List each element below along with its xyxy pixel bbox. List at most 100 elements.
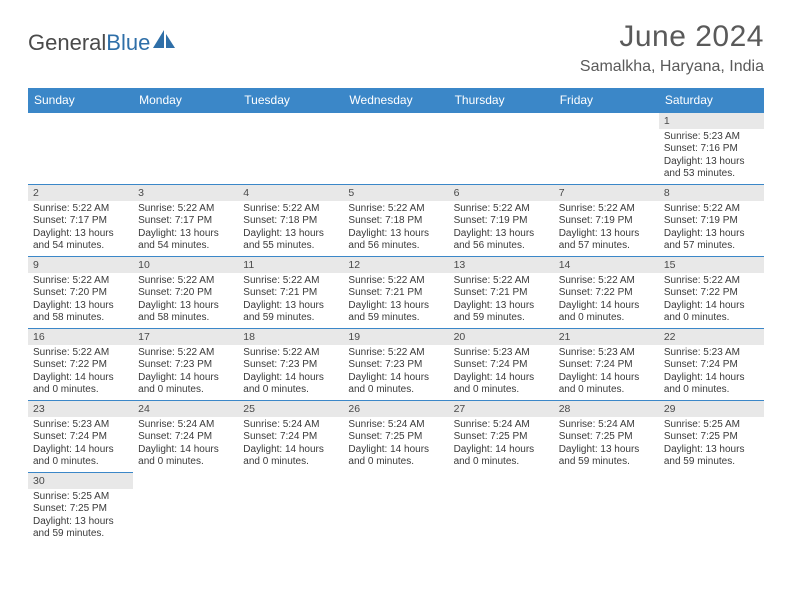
daylight-line: Daylight: 14 hours and 0 minutes. [559, 372, 654, 397]
day-number-row: 16171819202122 [28, 329, 764, 345]
daylight-line: Daylight: 13 hours and 53 minutes. [664, 156, 759, 181]
day-number-cell [133, 473, 238, 489]
sunset-line: Sunset: 7:25 PM [33, 503, 128, 516]
month-title: June 2024 [580, 20, 764, 54]
sunset-line: Sunset: 7:24 PM [454, 359, 549, 372]
day-content-cell: Sunrise: 5:22 AMSunset: 7:23 PMDaylight:… [238, 345, 343, 401]
day-content-row: Sunrise: 5:22 AMSunset: 7:22 PMDaylight:… [28, 345, 764, 401]
sunrise-line: Sunrise: 5:25 AM [33, 491, 128, 504]
weekday-header: Friday [554, 88, 659, 113]
day-content-cell [449, 129, 554, 185]
daylight-line: Daylight: 13 hours and 59 minutes. [559, 444, 654, 469]
sunset-line: Sunset: 7:24 PM [33, 431, 128, 444]
day-content-cell: Sunrise: 5:23 AMSunset: 7:24 PMDaylight:… [659, 345, 764, 401]
sunrise-line: Sunrise: 5:22 AM [33, 347, 128, 360]
day-content-row: Sunrise: 5:23 AMSunset: 7:24 PMDaylight:… [28, 417, 764, 473]
day-content-cell [28, 129, 133, 185]
weekday-header: Wednesday [343, 88, 448, 113]
day-number-row: 23242526272829 [28, 401, 764, 417]
sunset-line: Sunset: 7:24 PM [243, 431, 338, 444]
daylight-line: Daylight: 13 hours and 56 minutes. [348, 228, 443, 253]
day-number-cell [238, 113, 343, 129]
day-content-cell: Sunrise: 5:22 AMSunset: 7:21 PMDaylight:… [238, 273, 343, 329]
sunset-line: Sunset: 7:23 PM [138, 359, 233, 372]
day-number-cell: 11 [238, 257, 343, 273]
weekday-header: Thursday [449, 88, 554, 113]
day-number-row: 1 [28, 113, 764, 129]
day-content-cell: Sunrise: 5:22 AMSunset: 7:20 PMDaylight:… [28, 273, 133, 329]
day-number-cell: 3 [133, 185, 238, 201]
daylight-line: Daylight: 13 hours and 54 minutes. [138, 228, 233, 253]
day-content-cell: Sunrise: 5:23 AMSunset: 7:24 PMDaylight:… [28, 417, 133, 473]
day-number-cell [28, 113, 133, 129]
sunset-line: Sunset: 7:22 PM [33, 359, 128, 372]
day-content-cell: Sunrise: 5:22 AMSunset: 7:21 PMDaylight:… [343, 273, 448, 329]
day-content-cell: Sunrise: 5:22 AMSunset: 7:19 PMDaylight:… [554, 201, 659, 257]
sunrise-line: Sunrise: 5:22 AM [454, 203, 549, 216]
day-content-cell [133, 489, 238, 545]
day-number-cell: 13 [449, 257, 554, 273]
location: Samalkha, Haryana, India [580, 58, 764, 76]
day-content-cell [238, 129, 343, 185]
sunrise-line: Sunrise: 5:24 AM [138, 419, 233, 432]
sunset-line: Sunset: 7:25 PM [454, 431, 549, 444]
daylight-line: Daylight: 13 hours and 58 minutes. [138, 300, 233, 325]
sunset-line: Sunset: 7:20 PM [33, 287, 128, 300]
sunrise-line: Sunrise: 5:22 AM [243, 347, 338, 360]
title-block: June 2024 Samalkha, Haryana, India [580, 20, 764, 76]
sunrise-line: Sunrise: 5:22 AM [138, 347, 233, 360]
sunset-line: Sunset: 7:25 PM [348, 431, 443, 444]
day-number-cell: 14 [554, 257, 659, 273]
sunrise-line: Sunrise: 5:22 AM [138, 275, 233, 288]
day-content-row: Sunrise: 5:25 AMSunset: 7:25 PMDaylight:… [28, 489, 764, 545]
sunrise-line: Sunrise: 5:22 AM [33, 203, 128, 216]
sunset-line: Sunset: 7:20 PM [138, 287, 233, 300]
day-number-cell: 17 [133, 329, 238, 345]
weekday-header: Monday [133, 88, 238, 113]
sunrise-line: Sunrise: 5:23 AM [664, 131, 759, 144]
daylight-line: Daylight: 14 hours and 0 minutes. [559, 300, 654, 325]
daylight-line: Daylight: 13 hours and 59 minutes. [454, 300, 549, 325]
day-number-cell [554, 473, 659, 489]
day-number-cell: 12 [343, 257, 448, 273]
weekday-header: Tuesday [238, 88, 343, 113]
sunrise-line: Sunrise: 5:24 AM [243, 419, 338, 432]
day-content-cell: Sunrise: 5:24 AMSunset: 7:25 PMDaylight:… [343, 417, 448, 473]
daylight-line: Daylight: 14 hours and 0 minutes. [348, 444, 443, 469]
sunrise-line: Sunrise: 5:22 AM [664, 203, 759, 216]
day-number-cell: 18 [238, 329, 343, 345]
daylight-line: Daylight: 14 hours and 0 minutes. [138, 444, 233, 469]
day-number-cell: 16 [28, 329, 133, 345]
daylight-line: Daylight: 14 hours and 0 minutes. [454, 444, 549, 469]
logo-text: GeneralBlue [28, 30, 150, 56]
logo: GeneralBlue [28, 30, 175, 56]
daylight-line: Daylight: 14 hours and 0 minutes. [664, 372, 759, 397]
weekday-header: Saturday [659, 88, 764, 113]
sunrise-line: Sunrise: 5:23 AM [33, 419, 128, 432]
day-content-cell: Sunrise: 5:22 AMSunset: 7:17 PMDaylight:… [133, 201, 238, 257]
day-content-cell: Sunrise: 5:23 AMSunset: 7:24 PMDaylight:… [554, 345, 659, 401]
sunset-line: Sunset: 7:21 PM [243, 287, 338, 300]
day-content-cell: Sunrise: 5:22 AMSunset: 7:19 PMDaylight:… [659, 201, 764, 257]
sunset-line: Sunset: 7:18 PM [243, 215, 338, 228]
sunset-line: Sunset: 7:22 PM [559, 287, 654, 300]
day-content-cell: Sunrise: 5:22 AMSunset: 7:19 PMDaylight:… [449, 201, 554, 257]
day-content-cell: Sunrise: 5:23 AMSunset: 7:24 PMDaylight:… [449, 345, 554, 401]
sunrise-line: Sunrise: 5:22 AM [348, 347, 443, 360]
day-content-cell: Sunrise: 5:22 AMSunset: 7:22 PMDaylight:… [554, 273, 659, 329]
day-number-cell: 15 [659, 257, 764, 273]
sunrise-line: Sunrise: 5:23 AM [559, 347, 654, 360]
day-number-cell: 29 [659, 401, 764, 417]
sunrise-line: Sunrise: 5:22 AM [559, 203, 654, 216]
day-number-cell: 8 [659, 185, 764, 201]
sunset-line: Sunset: 7:17 PM [33, 215, 128, 228]
day-number-cell: 23 [28, 401, 133, 417]
day-content-cell: Sunrise: 5:22 AMSunset: 7:18 PMDaylight:… [238, 201, 343, 257]
sunrise-line: Sunrise: 5:22 AM [348, 275, 443, 288]
day-number-cell: 19 [343, 329, 448, 345]
sunset-line: Sunset: 7:19 PM [454, 215, 549, 228]
day-content-cell: Sunrise: 5:22 AMSunset: 7:23 PMDaylight:… [133, 345, 238, 401]
sunrise-line: Sunrise: 5:22 AM [559, 275, 654, 288]
sunset-line: Sunset: 7:24 PM [138, 431, 233, 444]
daylight-line: Daylight: 13 hours and 59 minutes. [348, 300, 443, 325]
